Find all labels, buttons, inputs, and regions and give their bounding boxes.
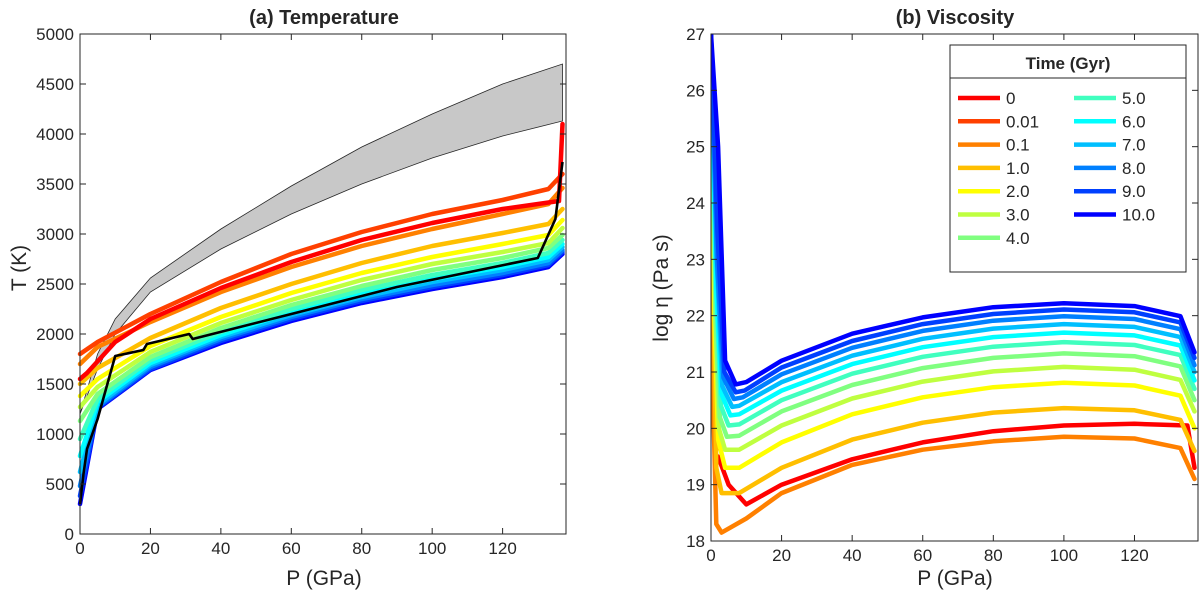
temperature-ytick-label: 4500 — [36, 75, 74, 94]
temperature-series-0.01 — [77, 171, 565, 357]
temperature-ylabel: T (K) — [8, 245, 31, 291]
viscosity-xtick-label: 100 — [1050, 546, 1078, 565]
viscosity-series-3.0 — [711, 34, 1197, 452]
temperature-ytick-label: 1000 — [36, 425, 74, 444]
temperature-ytick-label: 500 — [46, 475, 74, 494]
temperature-ytick-label: 2000 — [36, 325, 74, 344]
legend: Time (Gyr) 0 0.01 0.1 1.0 2.0 3.0 4.0 5.0 6.0 7.0… — [949, 44, 1187, 273]
temperature-ytick-label: 1500 — [36, 375, 74, 394]
legend-label-7.0: 7.0 — [1122, 136, 1146, 155]
viscosity-series-2.0 — [711, 34, 1197, 471]
legend-label-1.0: 1.0 — [1006, 159, 1030, 178]
viscosity-ytick-label: 23 — [686, 250, 705, 269]
viscosity-series-4.0 — [711, 34, 1197, 440]
legend-label-6.0: 6.0 — [1122, 112, 1146, 131]
temperature-xlabel: P (GPa) — [286, 567, 361, 590]
temperature-ytick-label: 0 — [65, 525, 74, 544]
legend-label-9.0: 9.0 — [1122, 182, 1146, 201]
temperature-panel: (a) Temperature P (GPa) T (K) 0 20 40 60 80 1… — [8, 7, 567, 590]
viscosity-ytick-label: 19 — [686, 476, 705, 495]
viscosity-ylabel: log η (Pa s) — [650, 234, 673, 341]
viscosity-ytick-label: 21 — [686, 363, 705, 382]
melting-band — [79, 63, 563, 415]
viscosity-xtick-label: 0 — [706, 546, 715, 565]
legend-label-8.0: 8.0 — [1122, 159, 1146, 178]
legend-label-3.0: 3.0 — [1006, 206, 1030, 225]
viscosity-xtick-label: 20 — [772, 546, 791, 565]
temperature-ytick-label: 2500 — [36, 275, 74, 294]
temperature-xtick-label: 100 — [418, 539, 446, 558]
temperature-series-2.0 — [77, 217, 565, 399]
temperature-series-4.0 — [77, 232, 565, 424]
temperature-ytick-label: 3000 — [36, 225, 74, 244]
temperature-ytick-label: 3500 — [36, 175, 74, 194]
viscosity-ytick-label: 18 — [686, 532, 705, 551]
viscosity-xlabel: P (GPa) — [917, 567, 992, 590]
viscosity-series-5.0 — [711, 34, 1197, 428]
viscosity-xtick-label: 80 — [984, 546, 1003, 565]
legend-label-10.0: 10.0 — [1122, 206, 1155, 225]
viscosity-panel: (b) Viscosity P (GPa) log η (Pa s) 0 20 40… — [650, 7, 1199, 590]
viscosity-xtick-label: 60 — [913, 546, 932, 565]
viscosity-series-8.0 — [711, 34, 1197, 402]
legend-label-0.01: 0.01 — [1006, 112, 1039, 131]
temperature-xtick-label: 120 — [488, 539, 516, 558]
legend-label-2.0: 2.0 — [1006, 182, 1030, 201]
viscosity-title: (b) Viscosity — [896, 7, 1015, 29]
temperature-ytick-label: 5000 — [36, 25, 74, 44]
temperature-series-0 — [77, 121, 565, 382]
viscosity-series-1.0 — [711, 34, 1197, 496]
temperature-ytick-label: 4000 — [36, 125, 74, 144]
legend-box — [949, 44, 1187, 273]
legend-label-4.0: 4.0 — [1006, 229, 1030, 248]
viscosity-ytick-label: 26 — [686, 81, 705, 100]
viscosity-series-10.0 — [711, 34, 1197, 387]
viscosity-series-0.1 — [711, 200, 1197, 535]
temperature-xtick-label: 0 — [75, 539, 84, 558]
temperature-series-6.0 — [77, 241, 565, 459]
viscosity-ytick-label: 27 — [686, 25, 705, 44]
reference-profile-line — [78, 161, 564, 505]
viscosity-ytick-label: 24 — [686, 194, 705, 213]
viscosity-xtick-label: 40 — [843, 546, 862, 565]
viscosity-series-0 — [715, 421, 1197, 507]
viscosity-ytick-label: 20 — [686, 419, 705, 438]
viscosity-xtick-label: 120 — [1120, 546, 1148, 565]
viscosity-series-7.0 — [711, 34, 1197, 410]
legend-title: Time (Gyr) — [1026, 54, 1111, 73]
legend-label-0: 0 — [1006, 89, 1015, 108]
viscosity-ytick-label: 25 — [686, 138, 705, 157]
temperature-series-3.0 — [77, 225, 565, 410]
temperature-xtick-label: 40 — [211, 539, 230, 558]
viscosity-plot-frame — [710, 33, 1199, 542]
legend-label-5.0: 5.0 — [1122, 89, 1146, 108]
viscosity-ytick-label: 22 — [686, 307, 705, 326]
temperature-xtick-label: 20 — [141, 539, 160, 558]
temperature-series-5.0 — [77, 237, 565, 442]
viscosity-series-6.0 — [711, 34, 1197, 418]
temperature-title: (a) Temperature — [249, 7, 399, 29]
viscosity-series-9.0 — [711, 34, 1197, 395]
temperature-xtick-label: 60 — [282, 539, 301, 558]
temperature-xtick-label: 80 — [352, 539, 371, 558]
legend-label-0.1: 0.1 — [1006, 136, 1030, 155]
